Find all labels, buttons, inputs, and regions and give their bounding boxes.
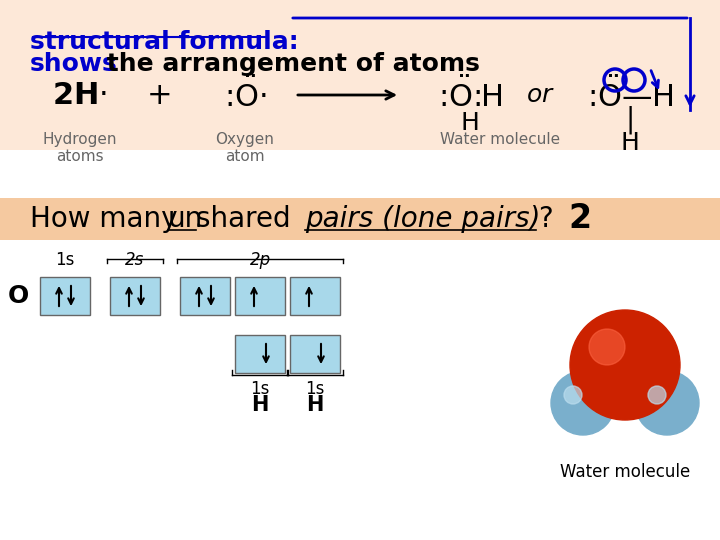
Text: shared: shared: [196, 205, 300, 233]
Text: Water molecule: Water molecule: [560, 463, 690, 481]
FancyBboxPatch shape: [235, 335, 285, 373]
Text: un: un: [168, 205, 203, 233]
Text: Hydrogen
atoms: Hydrogen atoms: [42, 132, 117, 164]
Text: :$\ddot{\mathrm{O}}$—H: :$\ddot{\mathrm{O}}$—H: [587, 77, 673, 113]
Text: $\mathbf{2H}$·: $\mathbf{2H}$·: [53, 80, 107, 110]
Text: |: |: [626, 106, 634, 134]
Text: How many: How many: [30, 205, 186, 233]
Text: O: O: [7, 284, 29, 308]
Text: 1s: 1s: [55, 251, 75, 269]
Text: H: H: [251, 395, 269, 415]
Text: 2s: 2s: [125, 251, 145, 269]
FancyBboxPatch shape: [0, 198, 720, 240]
Text: 2: 2: [568, 202, 591, 235]
FancyBboxPatch shape: [0, 0, 720, 150]
Text: ?: ?: [538, 205, 553, 233]
Text: structural formula:: structural formula:: [30, 30, 299, 54]
Text: H: H: [306, 395, 324, 415]
FancyBboxPatch shape: [290, 335, 340, 373]
Circle shape: [564, 386, 582, 404]
Circle shape: [551, 371, 615, 435]
Circle shape: [589, 329, 625, 365]
Text: the arrangement of atoms: the arrangement of atoms: [98, 52, 480, 76]
Text: 2p: 2p: [249, 251, 271, 269]
FancyBboxPatch shape: [40, 277, 90, 315]
Text: +: +: [147, 80, 173, 110]
Text: H: H: [461, 111, 480, 135]
Text: shows: shows: [30, 52, 118, 76]
Circle shape: [648, 386, 666, 404]
Text: H: H: [621, 131, 639, 155]
FancyBboxPatch shape: [290, 277, 340, 315]
Circle shape: [635, 371, 699, 435]
Text: 1s: 1s: [251, 380, 270, 398]
Text: pairs (lone pairs): pairs (lone pairs): [305, 205, 541, 233]
Text: $\mathit{or}$: $\mathit{or}$: [526, 83, 554, 107]
Text: :$\ddot{\mathrm{O}}$·: :$\ddot{\mathrm{O}}$·: [224, 77, 266, 113]
Text: Oxygen
atom: Oxygen atom: [215, 132, 274, 164]
FancyBboxPatch shape: [110, 277, 160, 315]
FancyBboxPatch shape: [235, 277, 285, 315]
FancyBboxPatch shape: [0, 240, 720, 540]
Text: :$\ddot{\mathrm{O}}$:H: :$\ddot{\mathrm{O}}$:H: [438, 77, 503, 113]
Circle shape: [570, 310, 680, 420]
FancyBboxPatch shape: [180, 277, 230, 315]
Text: 1s: 1s: [305, 380, 325, 398]
Text: Water molecule: Water molecule: [440, 132, 560, 147]
